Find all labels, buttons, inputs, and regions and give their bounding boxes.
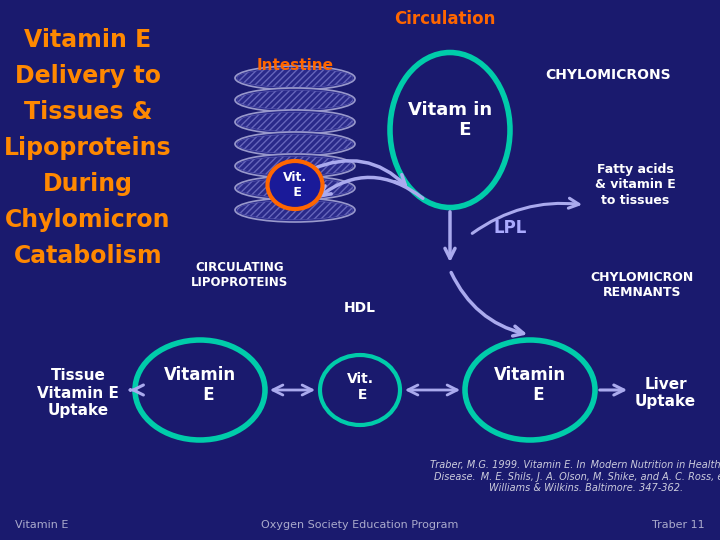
Text: Vitamin
   E: Vitamin E <box>494 366 566 404</box>
Text: CHYLOMICRON
REMNANTS: CHYLOMICRON REMNANTS <box>590 271 693 299</box>
Text: Vitamin E: Vitamin E <box>24 28 152 52</box>
Ellipse shape <box>235 88 355 112</box>
Text: Traber, M.G. 1999. Vitamin E. In  Modern Nutrition in Health and
Disease.  M. E.: Traber, M.G. 1999. Vitamin E. In Modern … <box>430 460 720 493</box>
Text: Vit.
 E: Vit. E <box>283 171 307 199</box>
Ellipse shape <box>465 340 595 440</box>
Ellipse shape <box>235 66 355 90</box>
Ellipse shape <box>235 110 355 134</box>
Ellipse shape <box>235 132 355 156</box>
Text: Delivery to: Delivery to <box>15 64 161 88</box>
Text: Vit.
 E: Vit. E <box>346 372 374 402</box>
Text: Tissue
Vitamin E
Uptake: Tissue Vitamin E Uptake <box>37 368 119 418</box>
Text: Intestine: Intestine <box>256 58 333 73</box>
Text: HDL: HDL <box>344 301 376 315</box>
Text: Lipoproteins: Lipoproteins <box>4 136 172 160</box>
Text: Vitam in
     E: Vitam in E <box>408 100 492 139</box>
Text: During: During <box>43 172 133 196</box>
Ellipse shape <box>135 340 265 440</box>
Text: Vitamin E: Vitamin E <box>15 520 68 530</box>
Text: Traber 11: Traber 11 <box>652 520 705 530</box>
Ellipse shape <box>268 161 323 209</box>
Text: LPL: LPL <box>493 219 527 237</box>
Text: Catabolism: Catabolism <box>14 244 162 268</box>
Ellipse shape <box>235 198 355 222</box>
Text: Vitamin
   E: Vitamin E <box>164 366 236 404</box>
Ellipse shape <box>320 355 400 425</box>
Ellipse shape <box>235 176 355 200</box>
Text: Liver
Uptake: Liver Uptake <box>635 377 696 409</box>
Text: CIRCULATING
LIPOPROTEINS: CIRCULATING LIPOPROTEINS <box>192 261 289 289</box>
Text: Fatty acids
& vitamin E
to tissues: Fatty acids & vitamin E to tissues <box>595 164 676 206</box>
Text: Chylomicron: Chylomicron <box>5 208 171 232</box>
Ellipse shape <box>235 154 355 178</box>
Text: Oxygen Society Education Program: Oxygen Society Education Program <box>261 520 459 530</box>
Text: CHYLOMICRONS: CHYLOMICRONS <box>545 68 670 82</box>
Text: Tissues &: Tissues & <box>24 100 152 124</box>
Ellipse shape <box>390 52 510 207</box>
Text: Circulation: Circulation <box>395 10 495 28</box>
